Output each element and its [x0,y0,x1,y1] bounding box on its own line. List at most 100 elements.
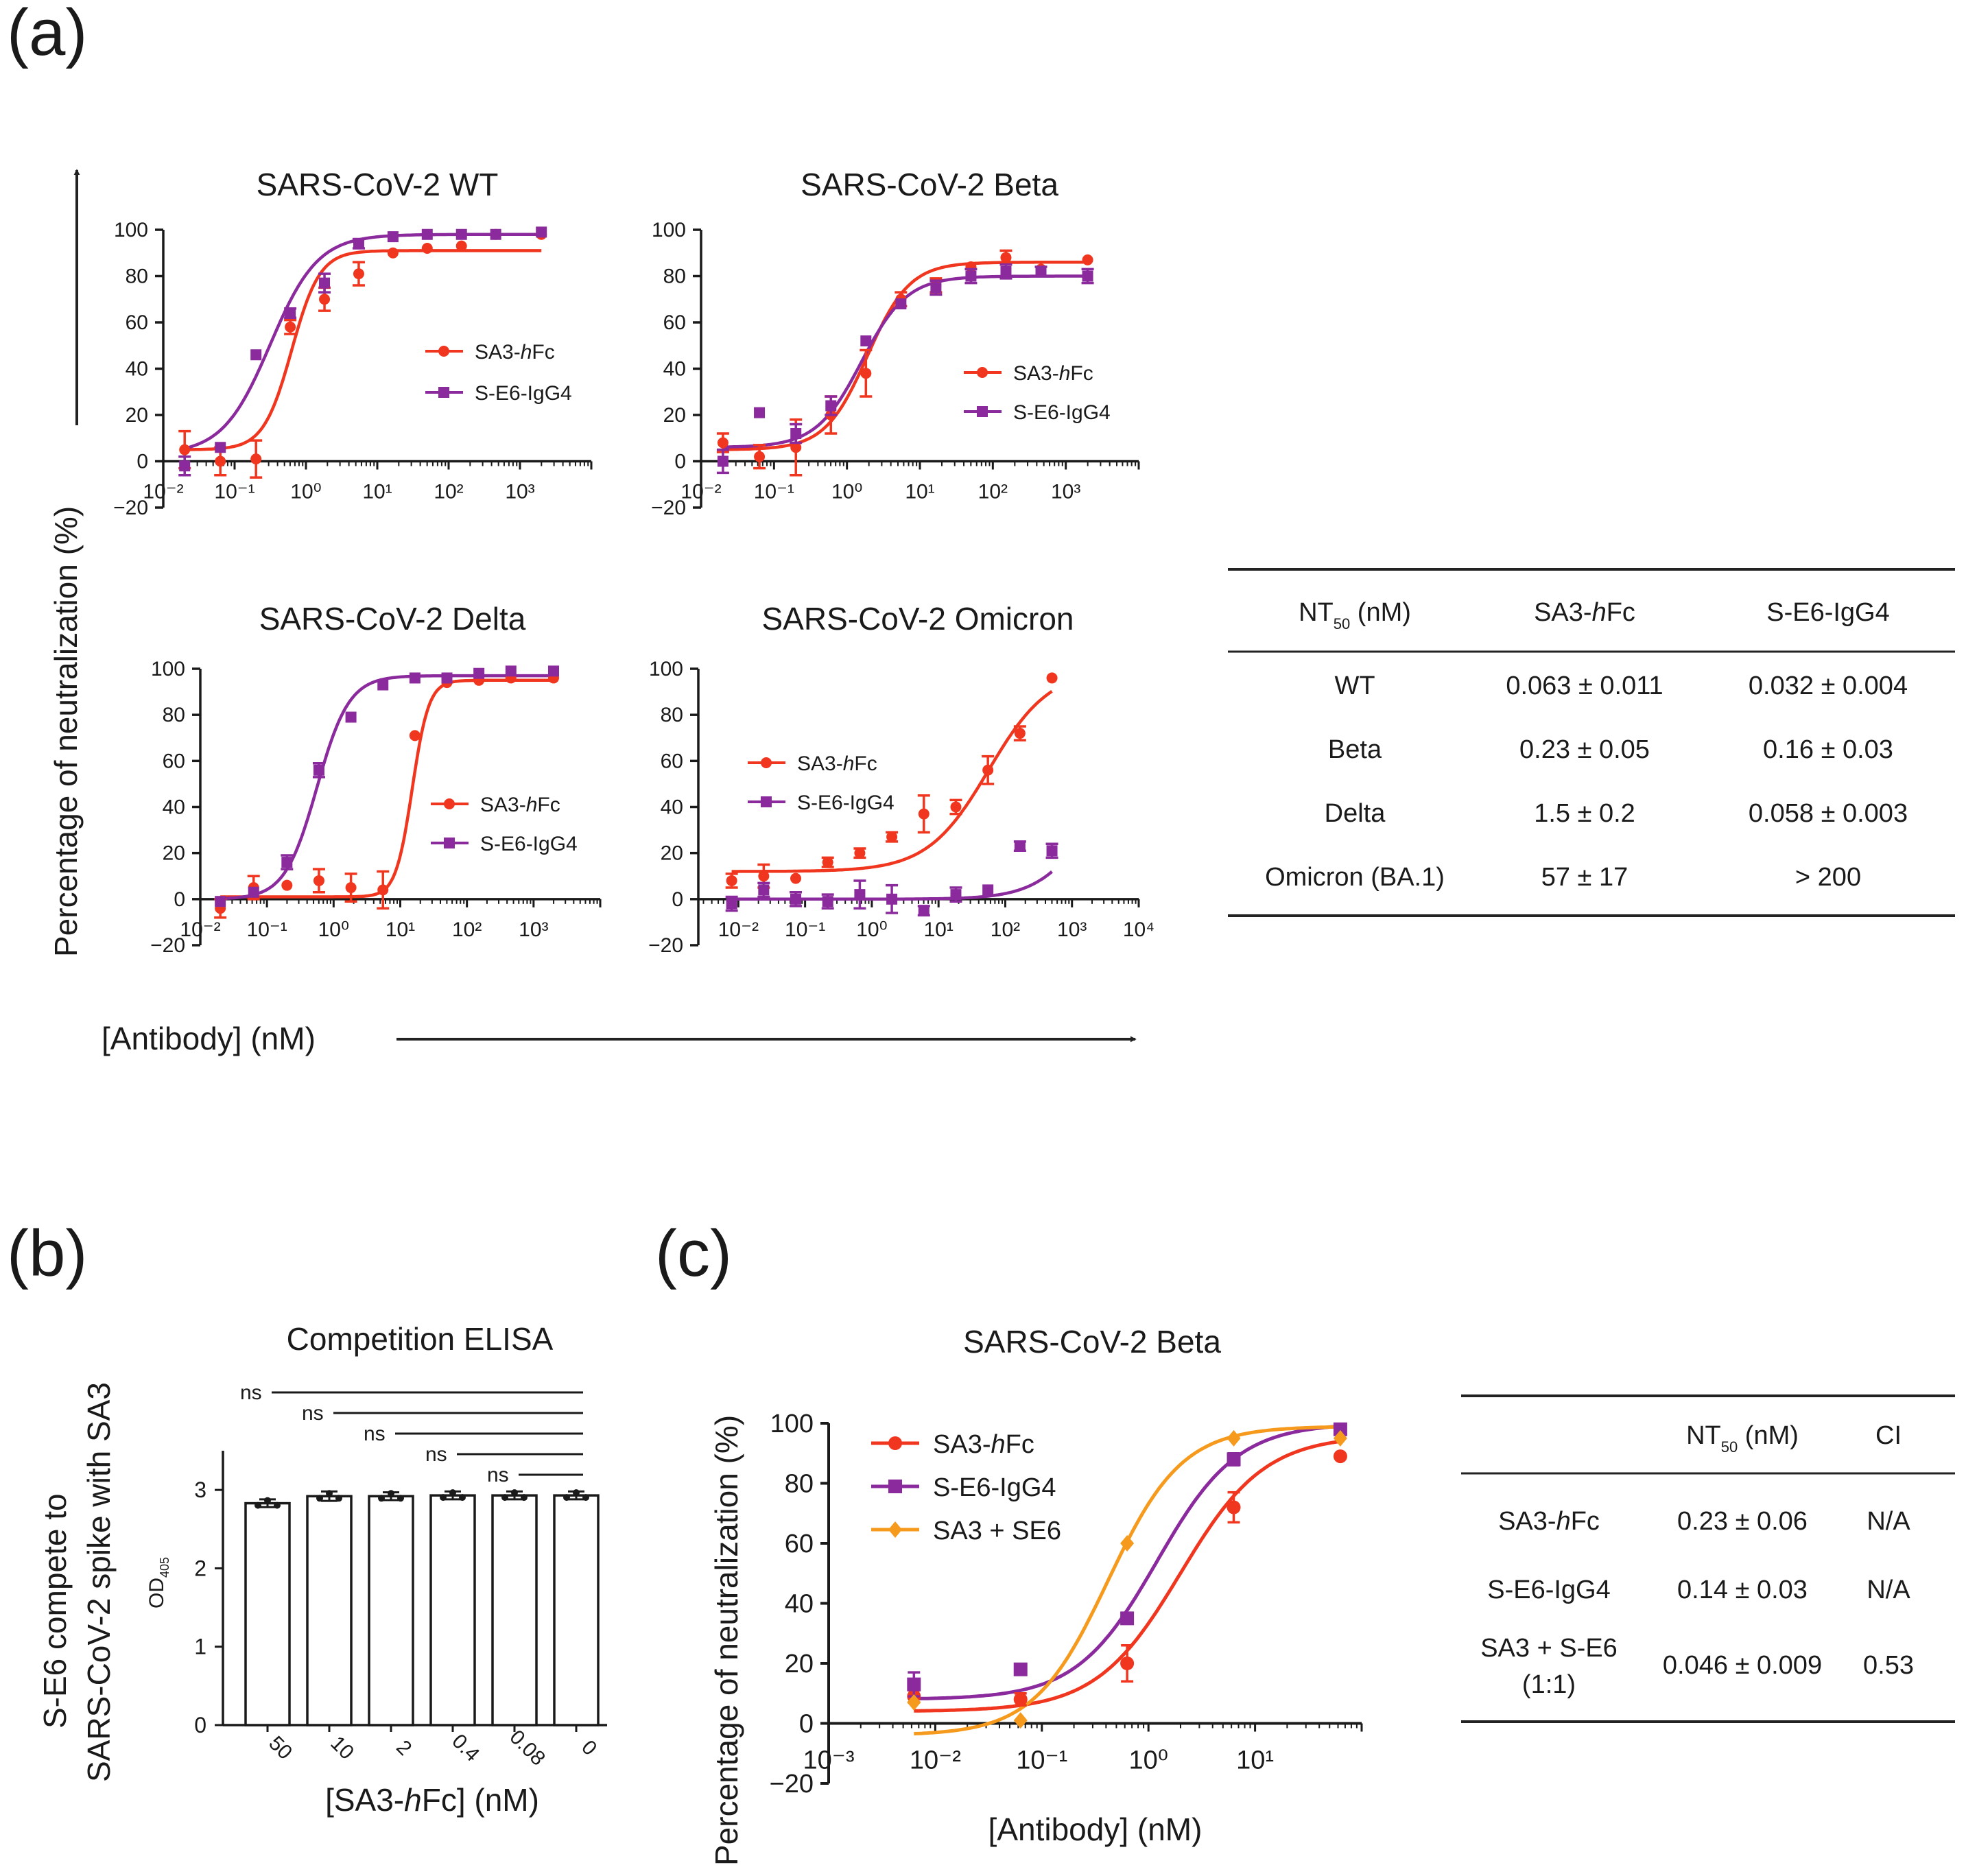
data-point-se6 [930,282,942,294]
y-tick-label: 40 [126,358,148,381]
x-tick-label: 0.4 [447,1730,484,1766]
y-tick-label: 0 [672,888,683,911]
y-tick-label: 0 [674,451,686,473]
data-point-sa3 [345,882,357,894]
legend-marker-sa3 [444,798,455,809]
table-c-row-2-ci: 0.53 [1863,1651,1914,1680]
legend-label-combo: SA3 + SE6 [933,1517,1061,1545]
legend-marker-se6 [438,387,449,398]
x-tick-label: 10² [991,918,1020,941]
data-point-se6 [1013,1662,1028,1676]
data-point-se6 [982,884,994,896]
table-a-cell-variant: Omicron (BA.1) [1265,863,1445,892]
data-point-se6 [886,893,898,905]
y-tick-label: −20 [113,497,148,519]
data-point-se6 [319,277,331,289]
x-tick-label: 10¹ [362,481,392,503]
chart-title: SARS-CoV-2 Beta [963,1324,1221,1359]
x-tick-label: 10³ [1057,918,1087,941]
table-a-cell-sa3: 0.23 ± 0.05 [1519,735,1650,764]
data-point-sa3 [860,368,872,379]
data-point-sa3 [1013,1692,1028,1707]
replicate-point [449,1489,456,1497]
y-axis-label: Percentage of neutralization (%) [709,1415,744,1866]
legend-marker-combo [888,1521,902,1538]
table-a-cell-se6: 0.032 ± 0.004 [1749,672,1908,700]
bar [429,1494,476,1726]
replicate-point [254,1501,261,1509]
data-point-sa3 [250,453,262,465]
legend-label-se6: S-E6-IgG4 [480,833,578,855]
table-a-cell-sa3: 1.5 ± 0.2 [1534,799,1635,828]
replicate-point [378,1495,385,1502]
chart-title: SARS-CoV-2 Delta [259,601,526,637]
legend-label-sa3: SA3-hFc [475,341,555,364]
panel-label-b: (b) [7,1217,87,1290]
data-point-combo [1013,1712,1028,1729]
table-c-row-2-name-line2: (1:1) [1522,1670,1576,1699]
data-point-se6 [822,896,833,907]
table-c-row-0-name: SA3-hFc [1498,1507,1600,1536]
y-tick-label: 100 [652,219,686,241]
y-tick-label: 100 [114,219,148,241]
data-point-sa3 [950,801,962,813]
significance-label: ns [364,1423,386,1445]
y-tick-label: 40 [785,1590,814,1619]
data-point-sa3 [285,321,296,333]
legend-label-sa3: SA3-hFc [480,794,560,816]
fit-curve-se6 [914,1424,1341,1700]
panel-b-side-label-1: S-E6 compete to [37,1493,73,1729]
data-point-se6 [790,893,802,905]
x-tick-label: 10⁻² [143,481,183,503]
bar [368,1495,414,1726]
data-point-se6 [215,896,226,907]
data-point-se6 [547,665,559,677]
y-tick-label: 2 [194,1556,206,1580]
replicate-point [397,1495,404,1502]
x-tick-label: 10⁰ [318,918,349,941]
data-point-se6 [790,428,802,439]
y-tick-label: 60 [661,750,683,772]
x-tick-label: 10⁴ [1123,918,1154,941]
data-point-sa3 [1014,728,1026,739]
table-a-header-sa3: SA3-hFc [1534,598,1635,627]
x-tick-label: 10⁻² [910,1746,961,1775]
data-point-se6 [1046,845,1058,857]
x-axis-label: [Antibody] (nM) [988,1812,1203,1847]
y-tick-label: 0 [174,888,185,911]
chart-title: SARS-CoV-2 Omicron [761,601,1074,637]
x-tick-label: 10³ [519,918,548,941]
data-point-se6 [377,679,389,691]
legend-label-se6: S-E6-IgG4 [1013,401,1111,424]
data-point-sa3 [313,875,324,886]
y-tick-label: 0 [194,1713,206,1737]
replicate-point [459,1494,466,1501]
table-a-cell-se6: > 200 [1795,863,1861,892]
y-tick-label: 100 [770,1410,814,1438]
table-c-row-1-name: S-E6-IgG4 [1487,1576,1611,1604]
data-point-se6 [345,711,357,723]
bar [244,1501,291,1726]
data-point-se6 [907,1677,921,1691]
replicate-point [264,1497,271,1504]
y-tick-label: 20 [163,842,185,865]
data-point-sa3 [1000,252,1012,263]
data-point-se6 [409,672,421,684]
table-a-cell-variant: Beta [1328,735,1382,764]
chart-title: SARS-CoV-2 Beta [801,167,1058,202]
data-point-se6 [1000,265,1012,277]
data-point-se6 [215,442,226,453]
x-tick-label: 10⁰ [290,481,321,503]
data-point-se6 [758,884,770,896]
data-point-sa3 [982,764,994,776]
bar [491,1494,538,1726]
table-a-rows: WT 0.063 ± 0.011 0.032 ± 0.004 Beta 0.23 ± 0… [1265,672,1908,892]
chart-omicron: SARS-CoV-2 Omicron 100 80 60 40 20 0 −20 10⁻² 10⁻… [648,601,1154,957]
table-a-header-se6: S-E6-IgG4 [1766,598,1890,627]
data-point-sa3 [790,872,802,884]
table-c-header-ci: CI [1875,1421,1902,1450]
data-point-se6 [353,238,364,250]
